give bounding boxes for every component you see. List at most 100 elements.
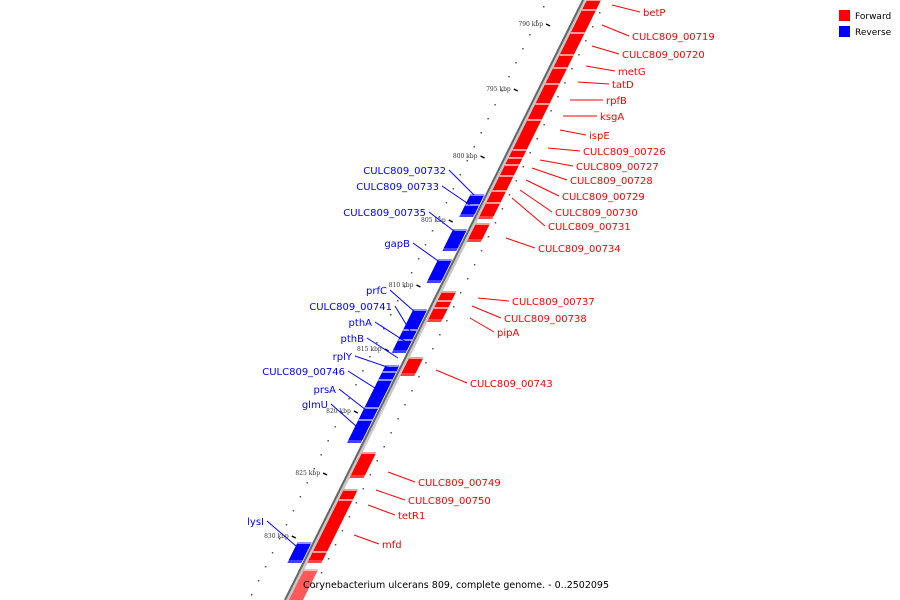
tick-label: 795 kbp (486, 86, 511, 93)
guide-dot (571, 68, 573, 70)
tick-label: 810 kbp (389, 282, 414, 289)
guide-dot (494, 222, 497, 224)
guide-dot (362, 488, 365, 490)
legend-forward-label: Forward (855, 12, 891, 22)
gene-label-reverse-leader (374, 321, 407, 343)
gene-label-reverse: pthB (341, 334, 365, 345)
guide-dot (396, 300, 399, 302)
gene-label-reverse: pthA (349, 318, 373, 329)
gene-label-forward: CULC809_00719 (632, 32, 715, 43)
gene-feature-forward (427, 307, 449, 322)
tick-label: 790 kbp (518, 21, 543, 28)
guide-dot (383, 328, 385, 330)
tick-label: 825 kbp (295, 470, 320, 477)
guide-dot (466, 278, 469, 280)
guide-dot (536, 20, 538, 22)
gene-label-reverse-leader (338, 388, 367, 411)
guide-dots (250, 6, 601, 596)
gene-label-forward-leader (469, 317, 495, 333)
gene-label-forward-leader (585, 65, 616, 72)
gene-label-forward-leader (525, 179, 560, 197)
guide-dot (320, 572, 323, 574)
guide-dot (543, 6, 545, 8)
guide-dot (327, 558, 330, 560)
gene-label-forward: CULC809_00728 (570, 176, 653, 187)
gene-label-reverse: glmU (302, 400, 328, 411)
guide-dot (452, 188, 455, 190)
guide-dot (522, 48, 524, 50)
gene-label-forward: CULC809_00737 (512, 297, 595, 308)
gene-label-forward-leader (591, 45, 620, 55)
guide-dot (439, 334, 441, 336)
guide-dot (334, 426, 336, 428)
guide-dot (529, 34, 531, 36)
gene-feature-forward (307, 551, 327, 563)
guide-dot (369, 474, 372, 476)
tick-mark (480, 155, 485, 159)
gene-labels: betP CULC809_00719 CULC809_00720 metG tatD rp… (247, 4, 715, 551)
gene-label-forward-leader (505, 237, 536, 249)
gene-feature-forward-partial (288, 569, 318, 600)
gene-feature-reverse (426, 259, 452, 283)
gene-label-forward-leader (477, 297, 510, 302)
gene-label-reverse-leader (347, 370, 379, 391)
tick-mark (291, 535, 297, 539)
guide-dot (480, 132, 482, 134)
guide-dot (390, 314, 392, 316)
gene-label-forward: metG (618, 67, 646, 78)
gene-label-reverse-leader (394, 305, 413, 335)
gene-label-reverse: rplY (333, 352, 353, 363)
gene-feature-reverse (346, 419, 373, 443)
tick-mark (416, 284, 421, 288)
guide-dot (452, 306, 455, 308)
gene-feature-forward (478, 202, 501, 219)
guide-dot (383, 446, 385, 448)
guide-dot (404, 404, 406, 406)
gene-features (287, 0, 601, 600)
guide-dot (410, 272, 413, 274)
guide-dot (257, 580, 260, 582)
guide-dot (376, 460, 378, 462)
guide-dot (271, 552, 274, 554)
guide-dot (334, 544, 337, 546)
guide-dot (250, 594, 253, 596)
gene-label-forward: CULC809_00729 (562, 192, 645, 203)
guide-dot (341, 530, 344, 532)
legend-forward-swatch (839, 10, 850, 21)
tick-mark (513, 88, 519, 92)
gene-label-reverse: CULC809_00735 (343, 208, 426, 219)
guide-dot (320, 454, 322, 456)
guide-dot (487, 236, 490, 238)
gene-label-reverse-leader (354, 355, 391, 369)
guide-dot (515, 180, 518, 182)
guide-dot (473, 264, 476, 266)
genome-caption: Corynebacterium ulcerans 809, complete g… (303, 580, 609, 591)
gene-label-forward: CULC809_00727 (576, 162, 659, 173)
guide-dot (459, 292, 462, 294)
guide-dot (543, 124, 545, 126)
guide-dot (341, 412, 343, 414)
gene-label-forward-leader (353, 534, 380, 545)
gene-label-reverse-leader (330, 403, 357, 427)
legend-reverse-label: Reverse (855, 28, 892, 38)
gene-label-forward-leader (531, 167, 568, 181)
guide-dot (299, 496, 302, 498)
tick-label: 805 kbp (421, 217, 446, 224)
guide-dot (487, 118, 489, 120)
gene-label-forward-leader (387, 471, 416, 483)
gene-label-forward: ksgA (600, 112, 624, 123)
guide-dot (438, 216, 441, 218)
gene-feature-forward (510, 119, 542, 153)
gene-feature-reverse (362, 379, 393, 411)
gene-label-forward-leader (611, 4, 641, 13)
gene-label-forward-leader (559, 129, 587, 136)
gene-label-reverse: CULC809_00741 (309, 302, 392, 313)
gene-label-forward-leader (577, 81, 610, 85)
guide-dot (264, 566, 267, 568)
gene-feature-reverse (401, 309, 428, 333)
guide-dot (529, 152, 531, 154)
guide-dot (480, 250, 483, 252)
guide-dot (313, 586, 316, 588)
guide-dot (599, 12, 601, 14)
